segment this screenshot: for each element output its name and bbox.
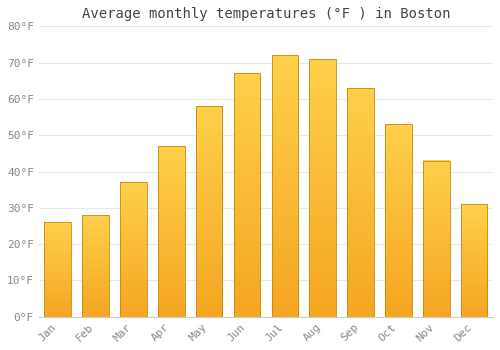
Bar	[44, 222, 71, 317]
Bar	[461, 204, 487, 317]
Title: Average monthly temperatures (°F ) in Boston: Average monthly temperatures (°F ) in Bo…	[82, 7, 450, 21]
Bar	[348, 88, 374, 317]
Bar	[310, 59, 336, 317]
Bar	[385, 124, 411, 317]
Bar	[196, 106, 222, 317]
Bar	[82, 215, 109, 317]
Bar	[234, 74, 260, 317]
Bar	[272, 55, 298, 317]
Bar	[120, 182, 146, 317]
Bar	[158, 146, 184, 317]
Bar	[423, 161, 450, 317]
